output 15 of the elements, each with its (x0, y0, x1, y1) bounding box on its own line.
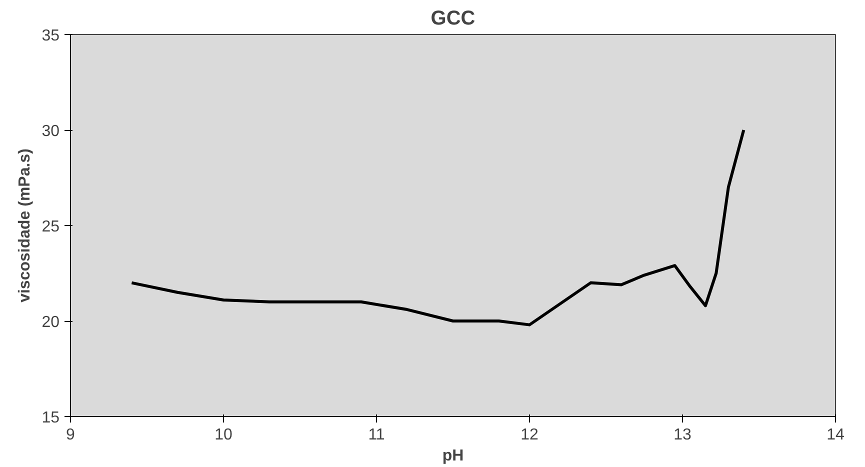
x-tick-label: 10 (214, 426, 232, 444)
y-axis-title: viscosidade (mPa.s) (16, 148, 34, 302)
y-tick-label: 35 (42, 28, 60, 44)
x-tick-label: 11 (368, 426, 385, 444)
y-tick-label: 20 (42, 314, 60, 331)
x-tick-label: 13 (674, 426, 692, 444)
y-tick-label: 15 (42, 410, 60, 426)
x-tick-label: 9 (66, 426, 76, 444)
line-series (130, 128, 746, 326)
x-axis-title: pH (442, 448, 464, 464)
x-tick-label: 12 (520, 426, 538, 444)
y-tick-label: 30 (42, 123, 60, 140)
chart-title: GCC (430, 8, 476, 30)
y-tick-label: 25 (42, 218, 60, 236)
x-tick-label: 14 (826, 426, 844, 444)
